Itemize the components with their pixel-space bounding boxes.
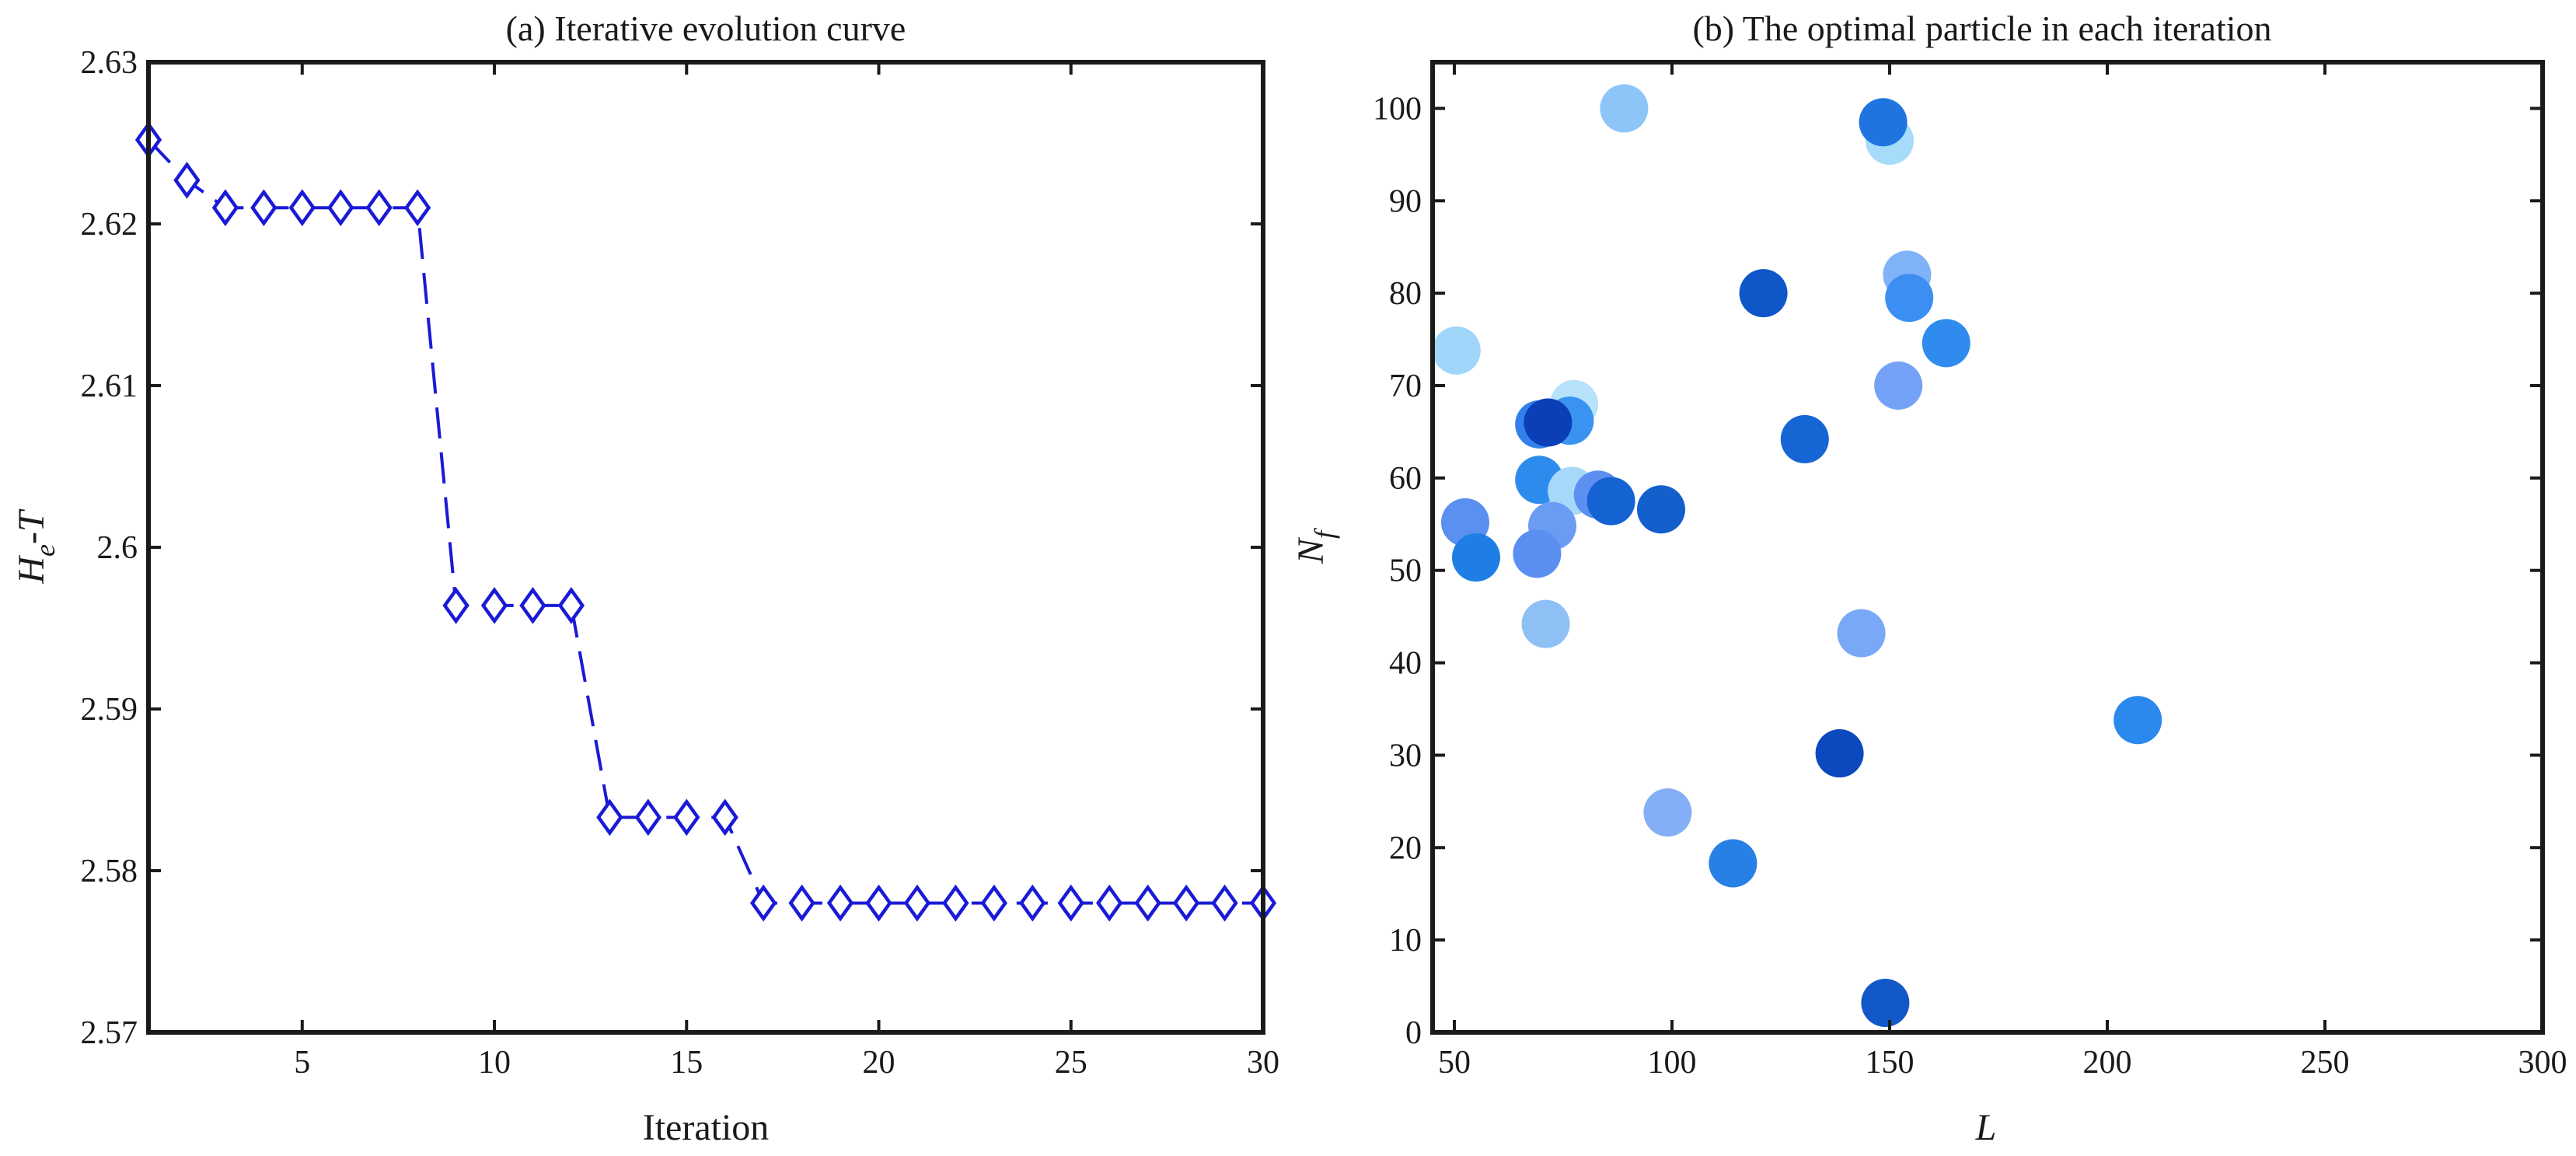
panel-b-x-label: L: [1975, 1107, 1997, 1148]
diamond-marker: [211, 189, 239, 227]
scatter-point: [1709, 839, 1757, 888]
y-tick-label: 30: [1389, 738, 1422, 774]
scatter-point: [1586, 477, 1635, 526]
y-tick-label: 2.62: [81, 207, 138, 243]
y-label-main: N: [1290, 536, 1332, 564]
scatter-point: [1885, 274, 1934, 323]
x-tick-label: 300: [2518, 1045, 2567, 1081]
diamond-marker: [673, 798, 700, 836]
diamond-marker: [365, 189, 393, 227]
diamond-marker: [596, 798, 623, 836]
scatter-point: [1859, 98, 1908, 147]
diamond-marker: [1057, 884, 1084, 922]
series-line-fitness: [147, 138, 1263, 905]
diamond-marker: [173, 161, 201, 199]
x-tick-label: 25: [1055, 1045, 1087, 1081]
panel-b-axes-box: [1430, 60, 2545, 1035]
diamond-marker: [327, 189, 354, 227]
y-tick-label: 2.57: [81, 1015, 138, 1051]
panel-b-optimal-particle: (b) The optimal particle in each iterati…: [1290, 9, 2567, 1148]
scatter-point: [1837, 609, 1886, 658]
x-tick-label: 150: [1866, 1045, 1915, 1081]
diamond-marker: [865, 884, 892, 922]
scatter-point: [1874, 361, 1923, 410]
scatter-point: [1739, 269, 1788, 318]
y-tick-label: 100: [1373, 91, 1422, 127]
y-tick-label: 2.59: [81, 692, 138, 728]
diamond-marker: [1096, 884, 1123, 922]
panel-a-y-label: He-T: [11, 508, 61, 585]
y-tick-label: 20: [1389, 830, 1422, 866]
diamond-marker: [711, 798, 738, 836]
diamond-marker: [557, 587, 585, 624]
scatter-point: [1524, 398, 1572, 447]
y-tick-label: 90: [1389, 183, 1422, 219]
x-tick-label: 50: [1438, 1045, 1471, 1081]
x-tick-label: 20: [863, 1045, 895, 1081]
diamond-marker: [288, 189, 316, 227]
scatter-point: [1861, 978, 1910, 1027]
diamond-marker: [1134, 884, 1161, 922]
diamond-marker: [788, 884, 815, 922]
panel-b-y-label: Nf: [1290, 527, 1340, 564]
scatter-point: [1452, 533, 1500, 582]
panel-a-ticks: 5 10 15 20 25 30 2.57 2.58 2.59 2.6 2.61 2.62 2.63: [81, 45, 1280, 1081]
y-label-sub: f: [1309, 527, 1340, 539]
diamond-marker: [480, 587, 508, 624]
panel-a-iterative-evolution: (a) Iterative evolution curve 5 10 15 20 25 3…: [11, 9, 1279, 1148]
diamond-marker: [634, 798, 662, 836]
scatter-point: [2114, 696, 2162, 745]
y-tick-label: 40: [1389, 646, 1422, 682]
y-tick-label: 80: [1389, 276, 1422, 312]
scatter-point: [1521, 599, 1570, 648]
x-tick-label: 250: [2301, 1045, 2350, 1081]
panel-a-x-label: Iteration: [643, 1107, 770, 1148]
scatter-point: [1815, 729, 1864, 778]
panel-b-ticks: 50 100 150 200 250 300 0 10 20 30 40 50 60 70 80 90 100: [1373, 62, 2567, 1081]
diamond-marker: [903, 884, 931, 922]
y-tick-label: 2.61: [81, 368, 138, 404]
scatter-point: [1600, 84, 1649, 133]
x-tick-label: 100: [1648, 1045, 1697, 1081]
x-tick-label: 10: [478, 1045, 511, 1081]
diamond-marker: [519, 587, 546, 624]
y-tick-label: 70: [1389, 368, 1422, 404]
y-tick-label: 0: [1405, 1015, 1422, 1051]
diamond-marker: [1211, 884, 1238, 922]
scatter-point: [1637, 485, 1685, 534]
diamond-marker: [826, 884, 854, 922]
scatter-point: [1922, 319, 1970, 368]
y-tick-label: 60: [1389, 461, 1422, 497]
diamond-marker: [749, 884, 777, 922]
scatter-point: [1643, 788, 1692, 837]
x-tick-label: 30: [1247, 1045, 1279, 1081]
scatter-point: [1432, 326, 1481, 375]
diamond-marker: [942, 884, 969, 922]
y-label-main: H: [11, 555, 52, 585]
panel-a-title: (a) Iterative evolution curve: [506, 9, 906, 48]
diamond-marker: [980, 884, 1008, 922]
y-label-sub: e: [30, 544, 61, 557]
y-tick-label: 10: [1389, 923, 1422, 959]
panel-b-title: (b) The optimal particle in each iterati…: [1692, 9, 2271, 48]
y-tick-label: 2.58: [81, 854, 138, 889]
panel-a-plot-area: [134, 120, 1277, 922]
panel-b-plot-area: [1432, 84, 2162, 1027]
diamond-marker: [250, 189, 277, 227]
diamond-marker: [403, 189, 431, 227]
diamond-marker: [1172, 884, 1200, 922]
diamond-marker: [442, 587, 469, 624]
scatter-point: [1780, 414, 1829, 463]
y-tick-label: 2.6: [97, 530, 138, 566]
scatter-point: [1513, 529, 1562, 578]
y-label-tail: -T: [11, 508, 52, 544]
y-tick-label: 2.63: [81, 45, 138, 81]
x-tick-label: 15: [670, 1045, 703, 1081]
diamond-marker: [1019, 884, 1046, 922]
x-tick-label: 5: [294, 1045, 310, 1081]
x-tick-label: 200: [2083, 1045, 2132, 1081]
y-tick-label: 50: [1389, 554, 1422, 589]
